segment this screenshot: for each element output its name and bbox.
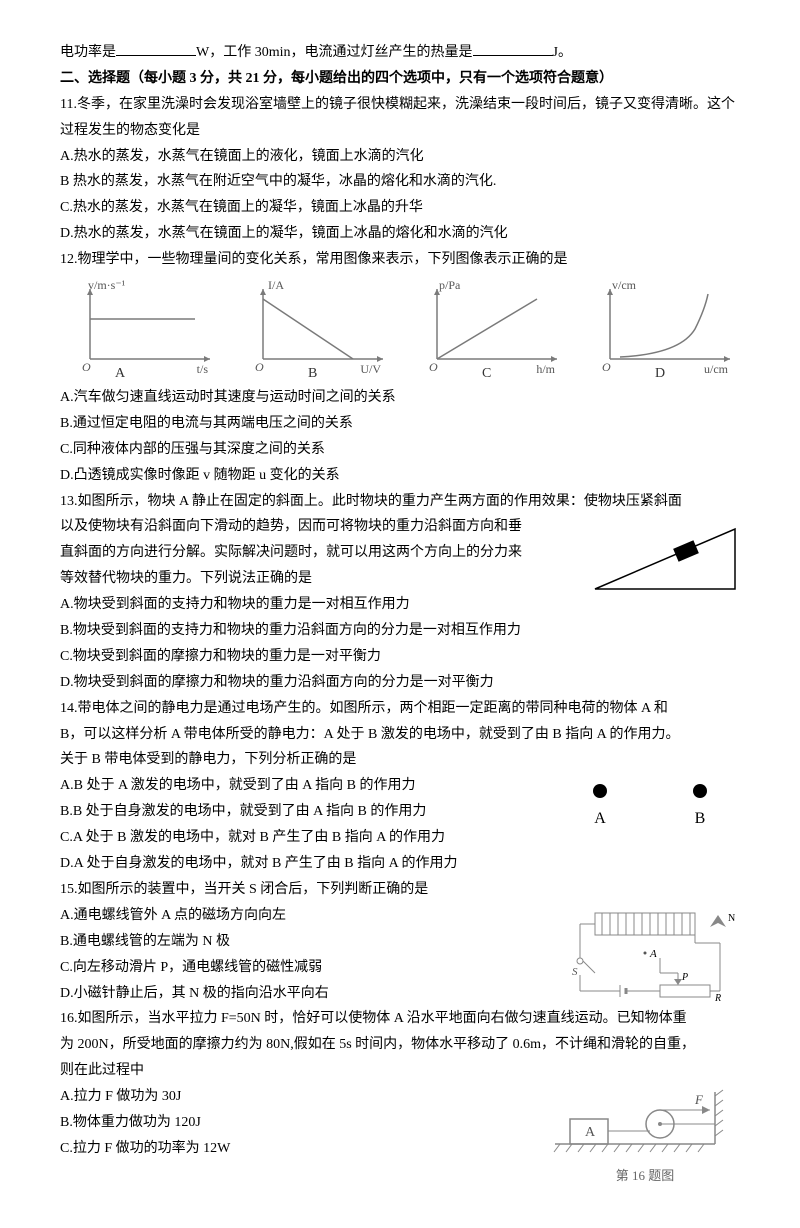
- q12-opt-b: B.通过恒定电阻的电流与其两端电压之间的关系: [60, 411, 740, 437]
- svg-text:B: B: [695, 810, 706, 827]
- intro-suffix: J。: [553, 45, 572, 60]
- q12-graph-b: I/A U/V O B: [233, 279, 393, 379]
- q12-graph-a: v/m·s⁻¹ t/s O A: [60, 279, 220, 379]
- svg-text:R: R: [714, 993, 721, 1003]
- svg-text:u/cm: u/cm: [704, 362, 729, 376]
- q16-caption: 第 16 题图: [550, 1164, 740, 1188]
- svg-text:O: O: [255, 360, 264, 374]
- q13-opt-a: A.物块受到斜面的支持力和物块的重力是一对相互作用力: [60, 592, 740, 618]
- q11-opt-b: B 热水的蒸发，水蒸气在附近空气中的凝华，冰晶的熔化和水滴的汽化.: [60, 169, 740, 195]
- intro-mid: W，工作 30min，电流通过灯丝产生的热量是: [196, 45, 473, 60]
- svg-text:S: S: [572, 966, 578, 978]
- q15-stem: 15.如图所示的装置中，当开关 S 闭合后，下列判断正确的是: [60, 877, 740, 903]
- intro-prefix: 电功率是: [60, 45, 116, 60]
- q12-opt-c: C.同种液体内部的压强与其深度之间的关系: [60, 437, 740, 463]
- q13-l1: 13.如图所示，物块 A 静止在固定的斜面上。此时物块的重力产生两方面的作用效果…: [60, 489, 740, 515]
- q12-graph-c: p/Pa h/m O C: [407, 279, 567, 379]
- q11-opt-d: D.热水的蒸发，水蒸气在镜面上的凝华，镜面上冰晶的熔化和水滴的汽化: [60, 221, 740, 247]
- q15-figure: N S P R A: [570, 903, 740, 1003]
- q14-l1: 14.带电体之间的静电力是通过电场产生的。如图所示，两个相距一定距离的带同种电荷…: [60, 696, 740, 722]
- q12-graph-d: v/cm u/cm O D: [580, 279, 740, 379]
- svg-text:A: A: [649, 948, 657, 960]
- intro-line: 电功率是 W，工作 30min，电流通过灯丝产生的热量是 J。: [60, 40, 740, 66]
- q16-l3: 则在此过程中: [60, 1058, 740, 1084]
- q14-l2: B，可以这样分析 A 带电体所受的静电力：A 处于 B 激发的电场中，就受到了由…: [60, 722, 740, 748]
- blank-heat: [473, 41, 553, 56]
- q16-figure: A F 第 16 题图: [550, 1084, 740, 1188]
- q11-opt-c: C.热水的蒸发，水蒸气在镜面上的凝华，镜面上冰晶的升华: [60, 195, 740, 221]
- q12-opt-d: D.凸透镜成实像时像距 v 随物距 u 变化的关系: [60, 463, 740, 489]
- svg-text:t/s: t/s: [197, 362, 209, 376]
- svg-text:C: C: [482, 366, 491, 379]
- svg-text:U/V: U/V: [361, 362, 382, 376]
- blank-power: [116, 41, 196, 56]
- svg-text:B: B: [308, 366, 317, 379]
- q12-opt-a: A.汽车做匀速直线运动时其速度与运动时间之间的关系: [60, 385, 740, 411]
- svg-text:P: P: [681, 972, 688, 983]
- q13-figure: [590, 514, 740, 594]
- svg-text:D: D: [655, 366, 665, 379]
- q14-l3: 关于 B 带电体受到的静电力，下列分析正确的是: [60, 747, 740, 773]
- svg-text:p/Pa: p/Pa: [439, 279, 461, 292]
- svg-text:v/cm: v/cm: [612, 279, 637, 292]
- section-heading: 二、选择题（每小题 3 分，共 21 分，每小题给出的四个选项中，只有一个选项符…: [60, 66, 740, 92]
- q13-opt-c: C.物块受到斜面的摩擦力和物块的重力是一对平衡力: [60, 644, 740, 670]
- svg-text:O: O: [602, 360, 611, 374]
- svg-text:O: O: [82, 360, 91, 374]
- svg-text:h/m: h/m: [536, 362, 555, 376]
- q14-figure: A B: [560, 773, 740, 833]
- q12-graphs-row: v/m·s⁻¹ t/s O A I/A U/V O B p/Pa h/m: [60, 279, 740, 379]
- q11-opt-a: A.热水的蒸发，水蒸气在镜面上的液化，镜面上水滴的汽化: [60, 144, 740, 170]
- svg-text:O: O: [429, 360, 438, 374]
- svg-text:v/m·s⁻¹: v/m·s⁻¹: [88, 279, 126, 292]
- q16-l2: 为 200N，所受地面的摩擦力约为 80N,假如在 5s 时间内，物体水平移动了…: [60, 1032, 740, 1058]
- q13-opt-b: B.物块受到斜面的支持力和物块的重力沿斜面方向的分力是一对相互作用力: [60, 618, 740, 644]
- q11-stem: 11.冬季，在家里洗澡时会发现浴室墙壁上的镜子很快模糊起来，洗澡结束一段时间后，…: [60, 92, 740, 144]
- svg-text:A: A: [594, 810, 606, 827]
- q13-opt-d: D.物块受到斜面的摩擦力和物块的重力沿斜面方向的分力是一对平衡力: [60, 670, 740, 696]
- q12-stem: 12.物理学中，一些物理量间的变化关系，常用图像来表示，下列图像表示正确的是: [60, 247, 740, 273]
- svg-text:I/A: I/A: [268, 279, 284, 292]
- q16-l1: 16.如图所示，当水平拉力 F=50N 时，恰好可以使物体 A 沿水平地面向右做…: [60, 1006, 740, 1032]
- q14-opt-d: D.A 处于自身激发的电场中，就对 B 产生了由 B 指向 A 的作用力: [60, 851, 740, 877]
- svg-text:F: F: [694, 1092, 704, 1107]
- svg-text:N: N: [728, 913, 735, 924]
- svg-text:A: A: [115, 366, 126, 379]
- svg-text:A: A: [585, 1125, 596, 1140]
